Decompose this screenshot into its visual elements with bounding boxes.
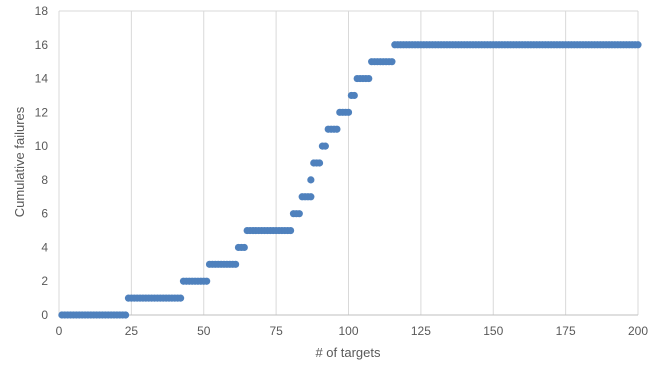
data-point (350, 91, 358, 100)
x-tick-label: 25 (125, 324, 139, 338)
data-point (315, 159, 324, 167)
data-point (121, 311, 130, 319)
tick-labels: 0 25 50 75 100 125 150 175 200 0 2 4 6 8 10 12 14 16 18 (35, 4, 649, 338)
data-point (295, 210, 303, 218)
x-axis-title: # of targets (315, 345, 381, 360)
x-tick-label: 125 (411, 324, 431, 338)
x-tick-label: 50 (197, 324, 211, 338)
y-tick-label: 18 (35, 4, 49, 18)
x-tick-label: 75 (269, 324, 283, 338)
y-tick-label: 0 (41, 308, 48, 322)
y-tick-label: 14 (35, 72, 49, 86)
y-tick-label: 4 (41, 240, 48, 254)
data-point (176, 294, 185, 302)
x-tick-label: 175 (556, 324, 576, 338)
data-point (240, 243, 248, 252)
gridlines (58, 10, 639, 315)
data-points (58, 41, 642, 319)
y-tick-label: 10 (35, 139, 49, 153)
data-point (333, 125, 341, 133)
data-point (321, 142, 329, 150)
y-tick-label: 6 (41, 207, 48, 221)
data-point (365, 74, 373, 83)
data-point (344, 108, 353, 116)
y-tick-label: 2 (41, 274, 48, 288)
data-point (307, 176, 315, 184)
y-axis-title: Cumulative failures (12, 106, 27, 217)
data-point (307, 193, 315, 201)
data-point (388, 58, 396, 66)
x-tick-label: 150 (483, 324, 503, 338)
y-tick-label: 12 (35, 105, 49, 119)
data-point (203, 277, 211, 285)
y-tick-label: 8 (41, 173, 48, 187)
x-tick-label: 200 (628, 324, 648, 338)
y-tick-label: 16 (35, 38, 49, 52)
data-point (634, 41, 642, 49)
x-tick-label: 0 (56, 324, 63, 338)
data-point (287, 226, 295, 235)
data-point (231, 260, 240, 268)
x-tick-label: 100 (338, 324, 358, 338)
